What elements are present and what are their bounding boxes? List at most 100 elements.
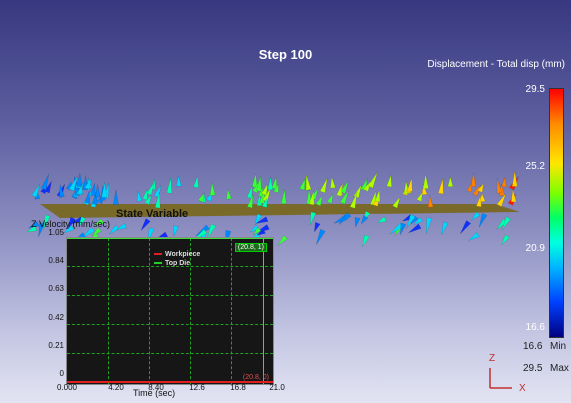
displacement-arrow (305, 174, 312, 191)
displacement-arrow (249, 224, 260, 233)
displacement-arrow (251, 173, 258, 188)
displacement-arrow (78, 216, 87, 227)
displacement-arrow (349, 192, 358, 209)
min-value: 16.6 (523, 341, 543, 352)
y-tick-label: 1.05 (48, 228, 64, 237)
displacement-arrow (31, 184, 40, 198)
displacement-arrow (43, 214, 51, 229)
displacement-arrow (374, 189, 381, 203)
displacement-arrow (496, 178, 503, 194)
displacement-arrow (441, 221, 449, 235)
y-axis-title: Z Velocity (mm/sec) (31, 219, 111, 229)
displacement-arrow (353, 184, 362, 199)
max-label: Max (550, 363, 569, 374)
y-tick-label: 0.84 (48, 256, 64, 265)
displacement-arrow (254, 213, 263, 226)
displacement-arrow (280, 189, 287, 204)
displacement-arrow (460, 220, 472, 234)
workpiece-plate (40, 204, 520, 218)
displacement-arrow (63, 224, 75, 234)
top-die-drop-line (263, 238, 264, 384)
displacement-arrow (207, 223, 217, 239)
displacement-arrow (308, 190, 315, 206)
displacement-arrow (44, 181, 52, 194)
displacement-arrow (140, 218, 151, 231)
displacement-arrow (271, 177, 278, 190)
displacement-arrow (367, 172, 378, 189)
max-value: 29.5 (523, 363, 543, 374)
legend-title: Displacement - Total disp (mm) (427, 59, 565, 70)
displacement-arrow (392, 196, 401, 209)
displacement-arrow (479, 192, 486, 203)
displacement-arrow (77, 183, 84, 194)
displacement-arrow (166, 177, 173, 194)
displacement-arrow (226, 188, 232, 200)
displacement-arrow (437, 178, 444, 195)
displacement-arrow (209, 182, 216, 196)
displacement-arrow (316, 228, 326, 245)
displacement-arrow (408, 223, 422, 233)
displacement-arrow (246, 194, 254, 209)
displacement-arrow (510, 189, 517, 203)
displacement-arrow (400, 222, 407, 235)
displacement-arrow (246, 185, 253, 199)
displacement-arrow (466, 182, 472, 193)
colorbar-label-2: 25.2 (525, 161, 545, 172)
y-tick-label: 0.42 (48, 313, 64, 322)
x-tick-label: 0.000 (56, 383, 78, 392)
displacement-arrow (142, 188, 148, 201)
top-die-line (67, 238, 273, 239)
displacement-arrow (262, 188, 271, 203)
displacement-arrow (468, 232, 480, 241)
displacement-arrow (197, 192, 205, 203)
displacement-arrow (109, 224, 120, 235)
displacement-arrow (146, 182, 155, 196)
displacement-arrow (421, 184, 428, 196)
displacement-arrow (94, 184, 101, 198)
displacement-arrow (89, 183, 96, 197)
displacement-arrow (144, 194, 152, 205)
displacement-arrow (38, 222, 45, 237)
displacement-arrow (330, 176, 336, 189)
displacement-arrow (354, 217, 361, 228)
x-tick-label: 16.8 (230, 383, 246, 392)
displacement-arrow (338, 212, 352, 225)
color-scale-bar (549, 88, 564, 338)
displacement-arrow (413, 216, 424, 226)
step-title: Step 100 (258, 47, 313, 62)
x-tick-label: 8.40 (148, 383, 164, 392)
displacement-arrow (406, 177, 413, 192)
displacement-arrow (59, 184, 65, 198)
displacement-arrow (470, 211, 481, 221)
displacement-arrow (261, 183, 268, 196)
displacement-arrow (255, 216, 269, 224)
displacement-arrow (310, 211, 317, 226)
displacement-arrow (93, 218, 104, 226)
displacement-arrow (84, 179, 92, 191)
displacement-arrow (91, 227, 102, 237)
displacement-arrow (84, 190, 91, 204)
displacement-arrow (470, 172, 476, 187)
y-tick-label: 0 (59, 369, 64, 378)
x-tick-label: 21.0 (269, 383, 285, 392)
x-axis-title: Time (sec) (133, 388, 176, 398)
displacement-arrow (40, 174, 49, 191)
displacement-arrow (273, 183, 279, 194)
displacement-arrow (377, 216, 387, 224)
state-variable-graph[interactable]: Workpiece Top Die (20.8, 1) (20.8, 0) (66, 237, 274, 385)
displacement-arrow (447, 175, 454, 187)
marker-bottom: (20.8, 0) (242, 374, 269, 381)
deformation-arrow-field (25, 171, 520, 249)
displacement-arrow (319, 177, 328, 194)
displacement-arrow (386, 175, 392, 188)
x-tick-label: 12.6 (189, 383, 205, 392)
displacement-arrow (478, 213, 488, 228)
colorbar-label-max: 29.5 (525, 84, 545, 95)
displacement-arrow (361, 215, 369, 225)
displacement-arrow (101, 182, 108, 198)
colorbar-label-3: 20.9 (525, 243, 545, 254)
displacement-arrow (299, 178, 306, 191)
displacement-arrow (136, 190, 143, 202)
displacement-arrow (253, 226, 262, 236)
